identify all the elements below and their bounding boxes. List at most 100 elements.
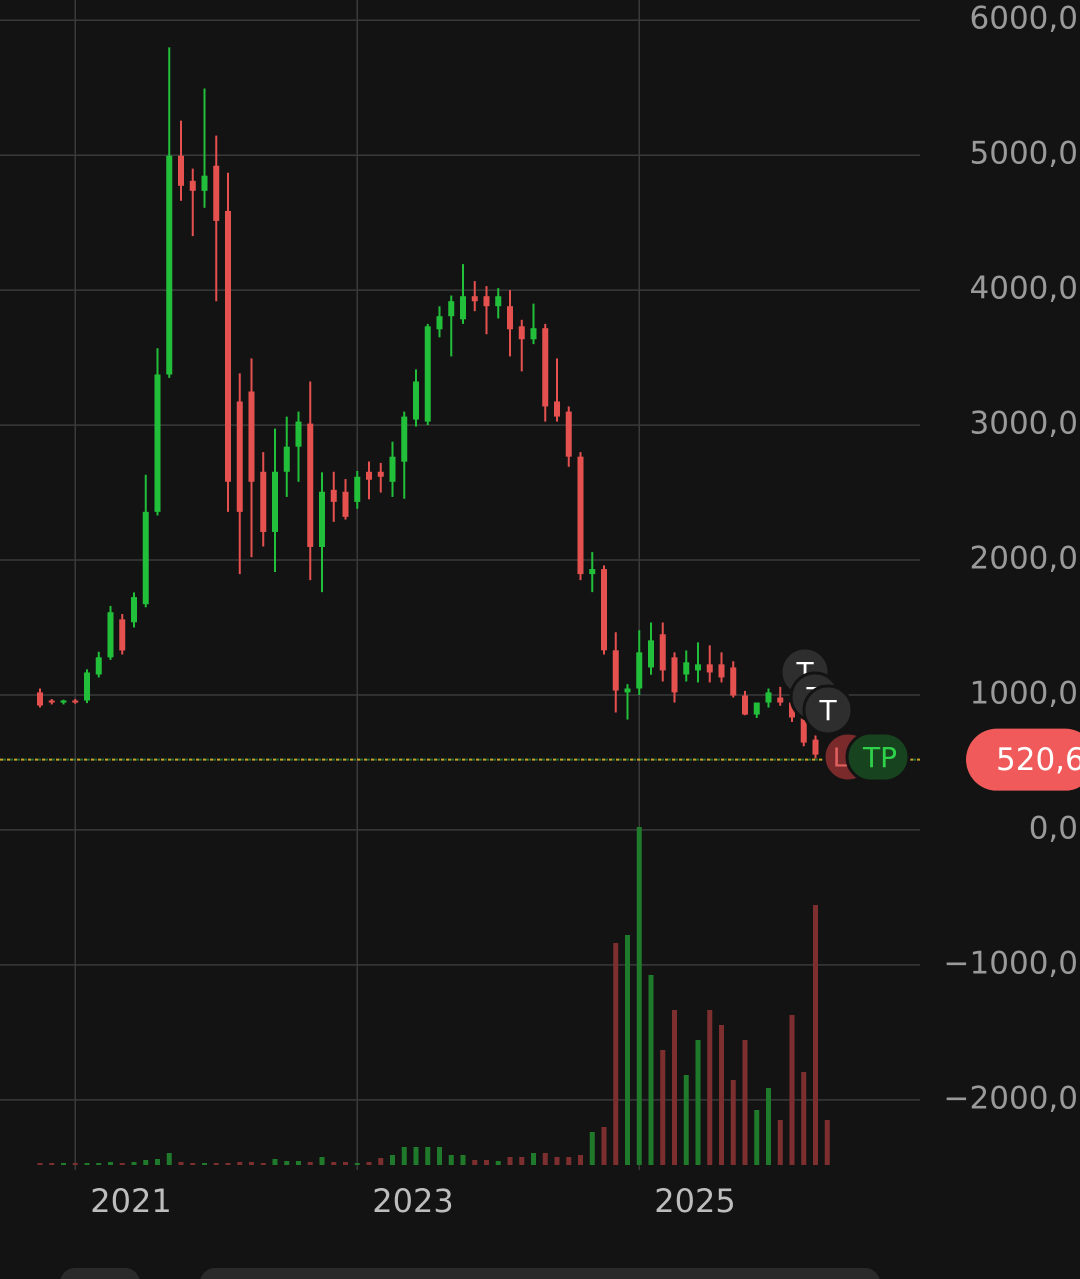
trade-marker [802, 684, 854, 736]
candle-body [424, 326, 431, 422]
candle-body [659, 634, 666, 671]
volume-bar [249, 1162, 254, 1165]
volume-bar [166, 1153, 172, 1165]
candle-body [554, 401, 560, 417]
volume-bar [813, 905, 818, 1165]
candle-body [530, 328, 537, 340]
volume-bar [343, 1162, 348, 1165]
volume-bar [84, 1163, 90, 1165]
volume-bar [260, 1163, 266, 1165]
volume-bar [554, 1157, 560, 1165]
volume-bar [354, 1163, 360, 1165]
candle-body [213, 165, 220, 221]
volume-bar [613, 943, 619, 1165]
candle-body [248, 391, 255, 482]
volume-bar [730, 1080, 736, 1165]
y-tick-label: 1000,0 [970, 675, 1078, 711]
y-tick-label: 3000,0 [970, 406, 1078, 442]
volume-bar [472, 1160, 478, 1165]
candle-body [225, 210, 231, 482]
candle-body [295, 421, 302, 447]
candle-body [448, 301, 455, 317]
candle-body [260, 471, 267, 532]
volume-bar [719, 1025, 724, 1165]
volume-bar [307, 1162, 313, 1165]
volume-bar [237, 1162, 243, 1165]
volume-bar [61, 1163, 66, 1165]
candle-body [307, 423, 314, 547]
candle-body [236, 401, 243, 512]
volume-bar [578, 1155, 583, 1165]
candle-body [166, 155, 173, 375]
candle-body [95, 657, 102, 675]
candle-body [495, 296, 502, 307]
volume-bar [49, 1163, 55, 1165]
candle-body [142, 511, 149, 605]
candle-body [789, 702, 795, 718]
candle-body [60, 700, 67, 703]
trade-marker-label: T [818, 694, 837, 727]
candle-body [518, 326, 525, 340]
volume-bar [448, 1155, 454, 1165]
candle-body [119, 619, 126, 651]
candle-body [800, 717, 807, 743]
volume-bar [319, 1157, 325, 1165]
candle-body [471, 296, 478, 302]
candle-body [683, 662, 690, 675]
x-tick-label: 2023 [372, 1182, 453, 1220]
volume-bar [589, 1132, 595, 1165]
volume-bar [507, 1157, 513, 1165]
volume-bar [707, 1010, 713, 1165]
nav-bar [60, 1268, 140, 1279]
volume-bar [225, 1163, 231, 1165]
volume-bar [636, 827, 642, 1165]
candle-body [342, 491, 349, 517]
candle-body [178, 155, 184, 186]
candle-body [413, 381, 419, 420]
volume-bar [566, 1157, 572, 1165]
volume-bar [155, 1159, 160, 1165]
candle-body [483, 296, 490, 307]
candle-body [730, 667, 737, 696]
volume-bar [390, 1155, 395, 1165]
volume-bar [683, 1075, 689, 1165]
y-tick-label: 4000,0 [970, 271, 1078, 307]
x-tick-label: 2025 [654, 1182, 735, 1220]
candle-body [84, 672, 90, 701]
volume-bar [754, 1110, 760, 1165]
candle-body [765, 692, 772, 703]
x-tick-label: 2021 [90, 1182, 171, 1220]
candle-body [37, 692, 43, 706]
volume-bar [272, 1159, 278, 1165]
candle-body [366, 471, 372, 480]
y-tick-label: 6000,0 [970, 1, 1078, 37]
volume-bar [495, 1161, 501, 1165]
candle-body [671, 657, 678, 693]
price-tag [966, 728, 1080, 791]
candle-body [354, 476, 361, 502]
volume-bar [625, 935, 630, 1165]
volume-bar [143, 1160, 149, 1165]
volume-bar [331, 1162, 337, 1165]
volume-bar [413, 1147, 419, 1165]
trade-marker [845, 731, 911, 783]
candle-body [577, 456, 584, 575]
candle-body [131, 597, 137, 623]
volume-bar [366, 1162, 372, 1165]
volume-bar [425, 1147, 431, 1165]
volume-bar [213, 1163, 219, 1165]
volume-bar [108, 1162, 113, 1165]
volume-bar [284, 1161, 290, 1165]
candle-body [401, 416, 408, 462]
volume-bar [542, 1153, 548, 1165]
volume-bar [601, 1127, 607, 1165]
volume-bar [648, 975, 654, 1165]
volume-bar [131, 1162, 137, 1165]
volume-bar [296, 1161, 301, 1165]
volume-bar [437, 1147, 442, 1165]
candle-body [460, 296, 466, 320]
volume-bar [460, 1155, 466, 1165]
candle-body [718, 664, 725, 678]
